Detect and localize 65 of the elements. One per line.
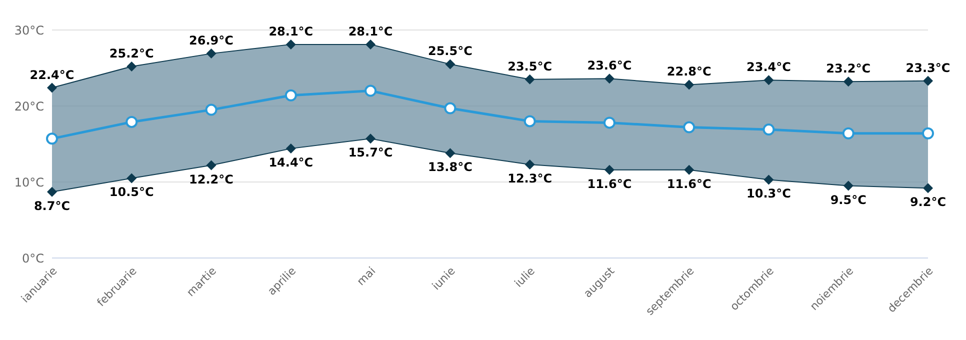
data-label: 8.7°C: [34, 198, 70, 213]
point: [206, 160, 216, 170]
point: [286, 144, 296, 154]
data-label: 13.8°C: [428, 160, 473, 174]
point: [286, 39, 296, 50]
data-label: 12.3°C: [508, 172, 552, 186]
data-label: 11.6°C: [587, 176, 632, 191]
point: [604, 164, 614, 175]
data-label: 11.6°C: [666, 176, 712, 191]
data-label: 23.2°C: [826, 62, 871, 76]
point: [922, 127, 934, 140]
point: [524, 74, 535, 84]
data-label: 10.3°C: [746, 186, 792, 201]
point: [444, 102, 456, 114]
point: [604, 74, 614, 84]
y-tick-label: 0°C: [22, 251, 44, 266]
point: [126, 173, 137, 184]
point: [843, 76, 854, 87]
data-label: 25.5°C: [428, 44, 473, 58]
point: [284, 89, 297, 102]
data-label: 23.3°C: [906, 60, 950, 75]
point: [923, 183, 933, 194]
y-tick-label: 10°C: [14, 175, 44, 190]
data-label: 9.2°C: [910, 195, 946, 210]
point: [923, 76, 933, 86]
point: [764, 75, 774, 86]
data-label: 25.2°C: [109, 46, 154, 60]
data-label: 23.6°C: [587, 58, 632, 73]
data-label: 23.5°C: [508, 59, 552, 74]
point: [445, 148, 456, 158]
point: [684, 80, 694, 90]
point: [364, 84, 377, 97]
data-label: 9.5°C: [830, 192, 867, 207]
data-label: 22.8°C: [666, 64, 712, 79]
point: [762, 124, 775, 136]
point: [366, 39, 376, 50]
y-tick-label: 30°C: [14, 23, 44, 38]
data-label: 10.5°C: [109, 185, 154, 200]
data-label: 28.1°C: [348, 24, 393, 38]
data-label: 12.2°C: [189, 172, 234, 186]
point: [445, 59, 456, 70]
point: [46, 132, 58, 145]
point: [683, 121, 696, 134]
data-label: 22.4°C: [30, 68, 74, 82]
point: [524, 160, 535, 170]
point: [684, 164, 694, 175]
point: [47, 186, 57, 197]
data-label: 14.4°C: [268, 156, 314, 170]
data-label: 23.4°C: [746, 60, 792, 74]
point: [603, 116, 616, 129]
data-label: 15.7°C: [348, 146, 393, 160]
point: [524, 115, 536, 128]
point: [206, 48, 216, 59]
y-tick-label: 20°C: [14, 99, 44, 114]
point: [842, 127, 854, 140]
point: [126, 61, 137, 72]
x-tick-label: iulie: [512, 264, 538, 290]
point: [126, 116, 138, 128]
point: [47, 82, 57, 93]
point: [205, 104, 218, 116]
data-label: 28.1°C: [268, 24, 314, 38]
point: [366, 134, 376, 144]
data-label: 26.9°C: [189, 34, 234, 48]
point: [764, 174, 774, 185]
point: [843, 180, 854, 191]
